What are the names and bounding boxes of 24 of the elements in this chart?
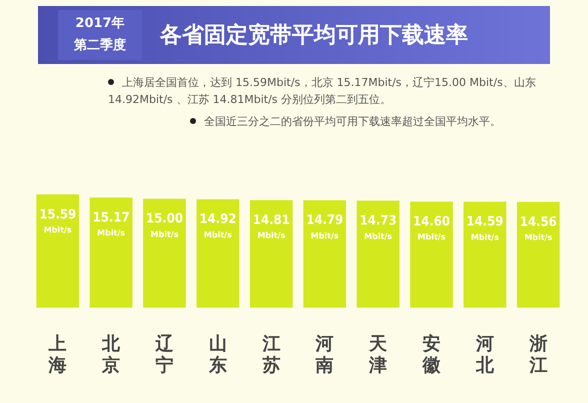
x-tick-label: 山东 — [208, 333, 227, 376]
data-label: 14.73 Mbit/s — [360, 214, 397, 241]
data-label: 14.79 Mbit/s — [306, 213, 344, 240]
chart-subtitle: 2017年第二季度 — [73, 15, 127, 55]
x-tick-label: 辽宁 — [154, 333, 174, 376]
x-tick-label: 北京 — [101, 333, 122, 376]
chart-title: 各省固定宽带平均可用下载速率 — [160, 22, 468, 50]
data-label: 15.59 Mbit/s — [39, 207, 76, 235]
x-tick-label: 天津 — [368, 333, 388, 376]
x-tick-label: 安徽 — [422, 333, 442, 376]
x-tick-label: 上海 — [48, 333, 67, 376]
x-tick-label: 浙江 — [528, 333, 548, 376]
text: 上海居全国首位，达到 15.59Mbit/s，北京 15.17Mbit/s，辽宁15.00 Mbit/s、山东 14.92Mbit/s 、江苏 14.81Mbit/s 分别位列第二到五位。 — [108, 75, 537, 108]
data-label: 15.17 Mbit/s — [92, 210, 130, 238]
data-label: 14.59 Mbit/s — [466, 214, 504, 242]
x-tick-label: 河北 — [474, 333, 495, 376]
x-tick-label: 河南 — [314, 333, 334, 376]
x-tick-label: 江苏 — [261, 333, 280, 376]
data-label: 14.60 Mbit/s — [413, 214, 450, 242]
data-label: 14.92 Mbit/s — [199, 212, 236, 240]
data-label: 15.00 Mbit/s — [146, 212, 183, 239]
data-label: 14.81 Mbit/s — [252, 212, 290, 240]
text: 全国近三分之二的省份平均可用下载速率超过全国平均水平。 — [203, 114, 502, 130]
data-label: 14.56 Mbit/s — [520, 214, 557, 242]
